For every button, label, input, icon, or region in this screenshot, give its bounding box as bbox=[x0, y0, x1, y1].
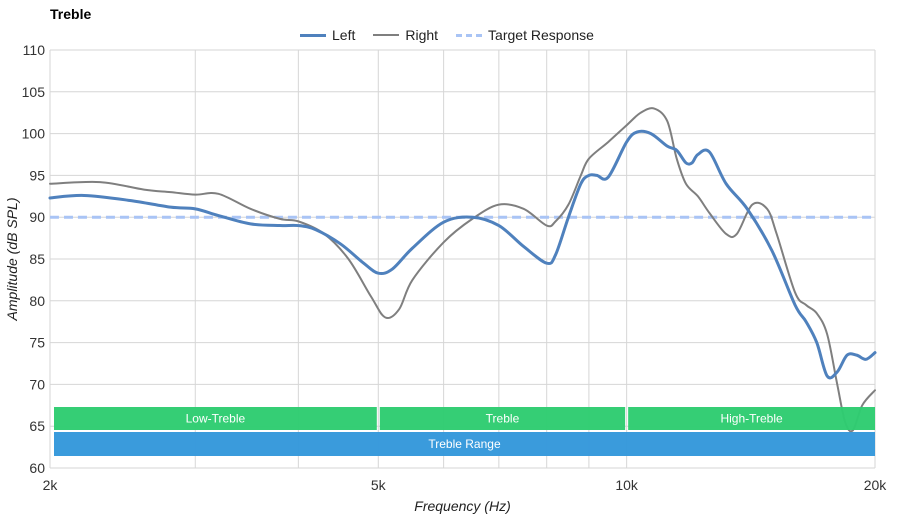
band-treble-range-label: Treble Range bbox=[428, 437, 501, 451]
band-high-treble bbox=[628, 407, 875, 430]
x-tick-label: 20k bbox=[864, 477, 888, 493]
y-tick-label: 60 bbox=[29, 460, 45, 476]
legend-label-target: Target Response bbox=[488, 27, 594, 43]
y-tick-label: 85 bbox=[29, 251, 45, 267]
y-tick-label: 70 bbox=[29, 376, 45, 392]
y-tick-label: 90 bbox=[29, 209, 45, 225]
legend-swatch-right bbox=[373, 34, 400, 36]
legend-swatch-left bbox=[300, 33, 326, 37]
chart-title: Treble bbox=[50, 6, 92, 22]
y-axis-title: Amplitude (dB SPL) bbox=[4, 198, 20, 322]
series-line-left bbox=[48, 129, 877, 380]
legend-item-target[interactable]: Target Response bbox=[456, 27, 594, 43]
y-tick-label: 75 bbox=[29, 335, 45, 351]
x-tick-label: 2k bbox=[43, 477, 59, 493]
x-tick-label: 10k bbox=[615, 477, 639, 493]
y-tick-label: 105 bbox=[22, 84, 46, 100]
band-high-treble-label: High-Treble bbox=[720, 412, 783, 426]
y-tick-label: 95 bbox=[29, 167, 45, 183]
y-tick-label: 65 bbox=[29, 418, 45, 434]
band-treble-range bbox=[54, 432, 875, 456]
legend-swatch-target bbox=[456, 33, 483, 37]
band-low-treble-label: Low-Treble bbox=[186, 412, 246, 426]
band-low-treble bbox=[54, 407, 377, 430]
y-tick-label: 110 bbox=[23, 42, 46, 58]
legend-label-left: Left bbox=[332, 27, 356, 43]
series-line-right bbox=[49, 107, 876, 433]
x-axis-title: Frequency (Hz) bbox=[414, 498, 510, 514]
legend-label-right: Right bbox=[405, 27, 439, 43]
legend-item-right[interactable]: Right bbox=[373, 27, 438, 43]
legend-item-left[interactable]: Left bbox=[300, 27, 355, 43]
chart-legend: Left Right Target Response bbox=[300, 27, 594, 43]
y-tick-label: 100 bbox=[22, 126, 46, 142]
y-tick-label: 80 bbox=[29, 293, 45, 309]
band-treble bbox=[379, 407, 626, 430]
x-tick-label: 5k bbox=[371, 477, 387, 493]
band-treble-label: Treble bbox=[486, 412, 520, 426]
